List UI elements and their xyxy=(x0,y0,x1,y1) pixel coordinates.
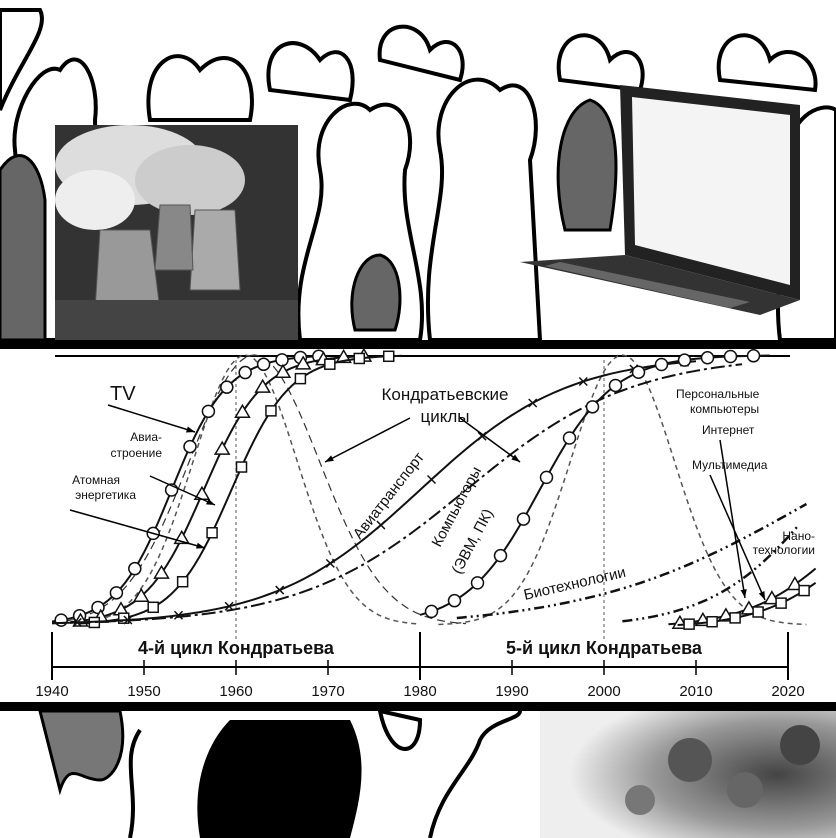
separator-top xyxy=(0,340,836,349)
marker-square xyxy=(237,462,247,472)
marker-circle xyxy=(702,352,714,364)
annotation: Персональные xyxy=(676,387,760,401)
marker-circle xyxy=(610,379,622,391)
annotation: Мультимедиа xyxy=(692,458,768,472)
annotation: компьютеры xyxy=(690,402,759,416)
marker-circle xyxy=(748,350,760,362)
marker-square xyxy=(207,528,217,538)
separator-bottom xyxy=(0,702,836,711)
annotation: циклы xyxy=(421,407,470,426)
marker-square xyxy=(384,351,394,361)
annotation: Авиа- xyxy=(130,430,162,444)
marker-circle xyxy=(276,354,288,366)
annotation: технологии xyxy=(753,543,815,557)
marker-circle xyxy=(725,350,737,362)
annotation: энергетика xyxy=(75,488,136,502)
annotation: строение xyxy=(110,446,162,460)
marker-circle xyxy=(258,358,270,370)
marker-circle xyxy=(110,587,122,599)
marker-circle xyxy=(679,354,691,366)
marker-square xyxy=(799,586,809,596)
marker-square xyxy=(295,374,305,384)
marker-circle xyxy=(587,401,599,413)
marker-square xyxy=(148,602,158,612)
x-tick-label: 1990 xyxy=(495,683,528,700)
x-tick-label: 1980 xyxy=(403,683,436,700)
marker-circle xyxy=(221,381,233,393)
marker-circle xyxy=(129,563,141,575)
marker-circle xyxy=(633,366,645,378)
x-tick-label: 1940 xyxy=(35,683,68,700)
marker-circle xyxy=(472,577,484,589)
x-tick-label: 1960 xyxy=(219,683,252,700)
marker-circle xyxy=(239,367,251,379)
marker-square xyxy=(266,406,276,416)
power-plant-photo xyxy=(55,125,298,345)
x-tick-label: 2020 xyxy=(771,683,804,700)
x-tick-label: 2000 xyxy=(587,683,620,700)
cycle-label: 5-й цикл Кондратьева xyxy=(506,638,703,658)
annotation: Интернет xyxy=(702,423,755,437)
marker-circle xyxy=(656,358,668,370)
marker-square xyxy=(325,359,335,369)
marker-circle xyxy=(495,550,507,562)
annotation: Кондратьевские xyxy=(381,385,508,404)
marker-square xyxy=(354,353,364,363)
marker-circle xyxy=(55,614,67,626)
marker-circle xyxy=(449,595,461,607)
marker-square xyxy=(776,598,786,608)
crowd-bottom xyxy=(0,711,836,838)
marker-square xyxy=(753,607,763,617)
illustration: TV Авиа-строение Атомнаяэнергетика Кондрать… xyxy=(0,0,836,838)
annotation: Атомная xyxy=(72,473,120,487)
marker-square xyxy=(730,613,740,623)
cycle-label: 4-й цикл Кондратьева xyxy=(138,638,335,658)
marker-square xyxy=(684,619,694,629)
x-tick-label: 1950 xyxy=(127,683,160,700)
marker-circle xyxy=(184,441,196,453)
x-tick-label: 2010 xyxy=(679,683,712,700)
marker-square xyxy=(707,617,717,627)
annotation: TV xyxy=(110,383,136,405)
marker-circle xyxy=(518,513,530,525)
annotation: Нано- xyxy=(782,529,815,543)
marker-circle xyxy=(564,432,576,444)
marker-square xyxy=(178,577,188,587)
marker-circle xyxy=(541,471,553,483)
marker-circle xyxy=(426,605,438,617)
marker-circle xyxy=(202,405,214,417)
x-tick-label: 1970 xyxy=(311,683,344,700)
